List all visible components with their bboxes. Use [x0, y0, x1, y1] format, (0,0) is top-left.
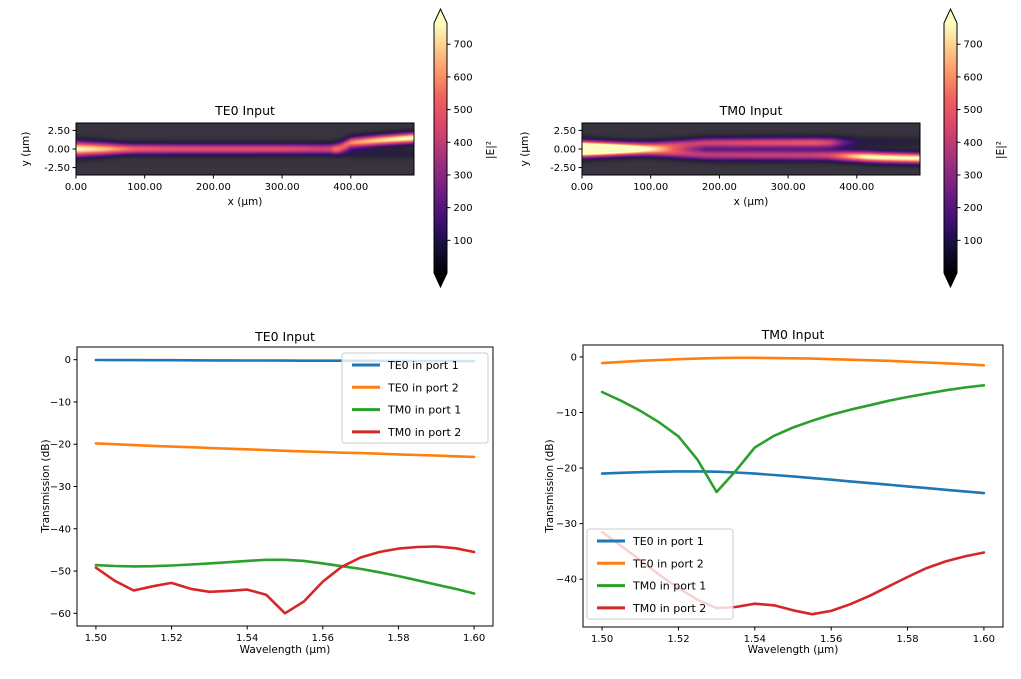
tm0-field-heatmap — [582, 123, 920, 175]
y-tick-label: −40 — [50, 524, 71, 535]
x-tick-label: 0.00 — [65, 182, 87, 193]
colorbar-tick-label: 200 — [964, 203, 983, 214]
colorbar-tick-label: 500 — [454, 105, 473, 116]
legend-label: TM0 in port 2 — [632, 602, 706, 615]
legend-label: TM0 in port 1 — [387, 404, 461, 417]
tm0-transmission-xlabel: Wavelength (μm) — [747, 644, 839, 656]
colorbar-tick-label: 300 — [964, 170, 983, 181]
y-tick-label: −20 — [556, 464, 577, 475]
x-tick-label: 1.52 — [667, 634, 689, 645]
tm0-field-title: TM0 Input — [719, 103, 783, 118]
legend-label: TE0 in port 2 — [632, 557, 704, 570]
te0-field-xlabel: x (μm) — [227, 196, 263, 208]
x-tick-label: 0.00 — [571, 182, 593, 193]
legend-label: TM0 in port 1 — [632, 580, 706, 593]
x-tick-label: 300.00 — [265, 182, 300, 193]
y-tick-label: −30 — [50, 482, 71, 493]
colorbar-tick-label: 100 — [454, 236, 473, 247]
y-tick-label: −10 — [50, 397, 71, 408]
y-tick-label: 0.00 — [48, 145, 70, 156]
legend: TE0 in port 1 TE0 in port 2 TM0 in port 1 T… — [586, 528, 734, 620]
x-tick-label: 1.60 — [463, 633, 485, 644]
y-tick-label: 0.00 — [554, 145, 576, 156]
colorbar-tick-label: 600 — [964, 72, 983, 83]
x-tick-label: 100.00 — [127, 182, 162, 193]
tm0-field-xlabel: x (μm) — [733, 196, 769, 208]
x-tick-label: 1.56 — [312, 633, 334, 644]
x-tick-label: 1.60 — [973, 634, 995, 645]
colorbar-tick-label: 500 — [964, 105, 983, 116]
y-tick-label: -2.50 — [44, 163, 70, 174]
colorbar — [433, 7, 448, 289]
x-tick-label: 200.00 — [702, 182, 737, 193]
colorbar — [943, 7, 958, 289]
x-tick-label: 1.58 — [387, 633, 409, 644]
colorbar-tick-label: 600 — [454, 72, 473, 83]
legend-label: TM0 in port 2 — [387, 426, 461, 439]
tm0-transmission-title: TM0 Input — [761, 327, 825, 342]
x-tick-label: 1.50 — [591, 634, 613, 645]
y-tick-label: 0 — [571, 352, 577, 363]
colorbar-tick-label: 200 — [454, 203, 473, 214]
x-tick-label: 400.00 — [333, 182, 368, 193]
colorbar-tick-label: 300 — [454, 170, 473, 181]
series-line-te0-in-port-2 — [94, 442, 476, 459]
x-tick-label: 1.56 — [820, 634, 842, 645]
y-tick-label: -2.50 — [550, 163, 576, 174]
y-tick-label: −10 — [556, 408, 577, 419]
plot-frame — [582, 344, 1004, 628]
x-tick-label: 200.00 — [196, 182, 231, 193]
x-tick-label: 400.00 — [839, 182, 874, 193]
x-tick-label: 1.58 — [896, 634, 918, 645]
colorbar-tick-label: 400 — [454, 138, 473, 149]
te0-transmission-title: TE0 Input — [255, 329, 315, 344]
x-tick-label: 300.00 — [771, 182, 806, 193]
colorbar-tick-label: 700 — [964, 40, 983, 51]
x-tick-label: 1.54 — [744, 634, 766, 645]
x-tick-label: 1.50 — [85, 633, 107, 644]
te0-field-title: TE0 Input — [215, 103, 275, 118]
plot-frame — [75, 122, 415, 176]
y-tick-label: 0 — [65, 355, 71, 366]
y-tick-label: −40 — [556, 575, 577, 586]
series-line-tm0-in-port-1 — [600, 383, 986, 494]
legend: TE0 in port 1 TE0 in port 2 TM0 in port 1 T… — [341, 352, 489, 444]
y-tick-label: −30 — [556, 519, 577, 530]
legend-label: TE0 in port 2 — [387, 381, 459, 394]
series-line-te0-in-port-1 — [600, 470, 986, 495]
plot-frame — [581, 122, 921, 176]
series-line-tm0-in-port-1 — [94, 558, 476, 595]
y-tick-label: 2.50 — [554, 126, 576, 137]
y-tick-label: −20 — [50, 440, 71, 451]
colorbar-tick-label: 100 — [964, 236, 983, 247]
series-line-tm0-in-port-2 — [94, 545, 476, 615]
x-tick-label: 1.54 — [236, 633, 258, 644]
colorbar-tick-label: 700 — [454, 40, 473, 51]
y-tick-label: −60 — [50, 609, 71, 620]
te0-field-heatmap — [76, 123, 414, 175]
series-line-te0-in-port-2 — [600, 356, 986, 367]
x-tick-label: 100.00 — [633, 182, 668, 193]
legend-label: TE0 in port 1 — [387, 359, 459, 372]
colorbar-tick-label: 400 — [964, 138, 983, 149]
y-tick-label: −50 — [50, 567, 71, 578]
x-tick-label: 1.52 — [160, 633, 182, 644]
te0-transmission-xlabel: Wavelength (μm) — [239, 644, 331, 656]
y-tick-label: 2.50 — [48, 126, 70, 137]
legend-label: TE0 in port 1 — [632, 535, 704, 548]
